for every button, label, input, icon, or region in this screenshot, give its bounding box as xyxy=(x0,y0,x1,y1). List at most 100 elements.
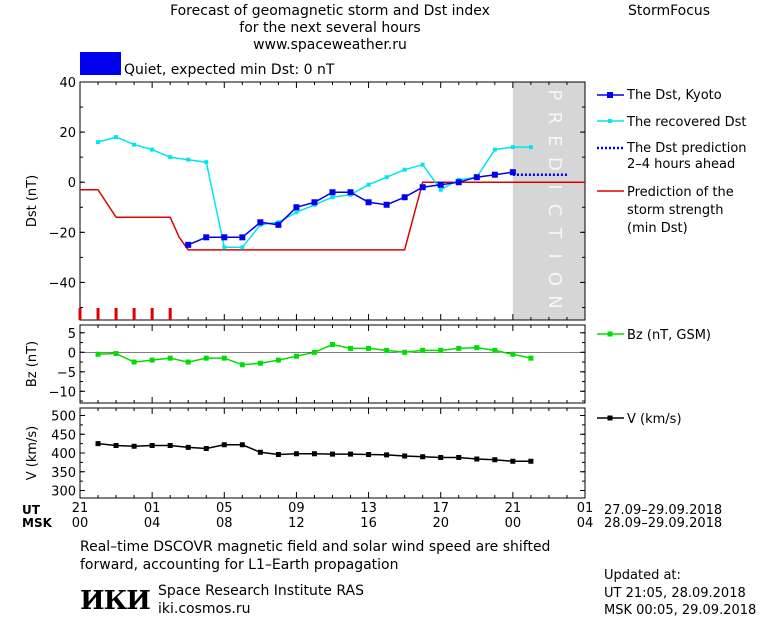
prediction-label-letter: C xyxy=(544,204,565,217)
y-tick-label: −40 xyxy=(49,276,76,291)
y-axis-title: V (km/s) xyxy=(25,426,40,481)
v-point xyxy=(492,457,498,463)
kyoto-dst-point xyxy=(491,171,498,178)
legend-dst-recovered: The recovered Dst xyxy=(627,115,747,130)
recovered-dst-point xyxy=(510,145,515,150)
recovered-dst-point xyxy=(366,182,371,187)
v-point xyxy=(167,443,173,448)
v-point xyxy=(203,446,209,451)
status-color-box xyxy=(80,52,121,75)
bz-point xyxy=(492,347,498,353)
msk-tick-label: 00 xyxy=(505,516,522,531)
v-point xyxy=(474,456,480,462)
storm-strength-line xyxy=(80,181,585,251)
legend-dst-kyoto: The Dst, Kyoto xyxy=(627,88,722,103)
recovered-dst-point xyxy=(402,167,407,172)
recovered-dst-line xyxy=(97,136,531,249)
msk-tick-label: 20 xyxy=(432,516,449,531)
kyoto-dst-point xyxy=(293,204,300,211)
kyoto-dst-point xyxy=(437,181,444,188)
legend-swatch-recovered-marker xyxy=(608,119,612,123)
legend-bz: Bz (nT, GSM) xyxy=(627,328,712,343)
updated-msk: MSK 00:05, 29.09.2018 xyxy=(604,603,757,618)
y-tick-label: 350 xyxy=(51,466,76,481)
legend-storm-line-2: storm strength xyxy=(627,203,724,218)
footer-note-line-1: Real–time DSCOVR magnetic field and sola… xyxy=(80,539,551,555)
kyoto-dst-point xyxy=(221,234,228,241)
footer-note-line-2: forward, accounting for L1–Earth propaga… xyxy=(80,557,399,573)
y-tick-label: −20 xyxy=(49,226,76,241)
v-point xyxy=(510,458,516,464)
bz-point xyxy=(420,347,426,353)
v-point xyxy=(239,442,245,448)
v-point xyxy=(293,451,299,457)
recovered-dst-point xyxy=(330,195,335,200)
recovered-dst-point xyxy=(528,145,533,150)
institute-name: Space Research Institute RAS xyxy=(158,583,364,599)
legend-storm-line-3: (min Dst) xyxy=(627,221,688,236)
recovered-dst-point xyxy=(384,175,389,180)
bz-point xyxy=(275,357,281,363)
bz-point xyxy=(239,362,245,368)
kyoto-dst-point xyxy=(455,179,462,186)
recovered-dst-point xyxy=(114,135,119,140)
y-tick-label: 450 xyxy=(51,428,76,443)
v-point xyxy=(456,455,462,460)
msk-tick-label: 16 xyxy=(360,516,377,531)
y-tick-label: 300 xyxy=(51,485,76,500)
msk-date-range: 28.09–29.09.2018 xyxy=(604,516,723,531)
recovered-dst-point xyxy=(168,155,173,160)
iki-logo: ИКИ xyxy=(80,586,151,616)
bz-point xyxy=(384,347,390,353)
bz-point xyxy=(474,345,480,351)
v-point xyxy=(185,444,191,450)
bz-point xyxy=(311,349,317,355)
bz-point xyxy=(257,360,263,366)
msk-tick-label: 08 xyxy=(216,516,233,531)
ut-tick-label: 09 xyxy=(288,501,305,516)
v-point xyxy=(438,455,444,460)
v-point xyxy=(131,443,137,449)
legend-dst-prediction-line-2: 2–4 hours ahead xyxy=(627,157,736,172)
msk-tick-label: 04 xyxy=(577,516,594,531)
prediction-band xyxy=(512,82,585,320)
recovered-dst-point xyxy=(150,147,155,152)
institute-site-link[interactable]: iki.cosmos.ru xyxy=(158,601,251,617)
kyoto-dst-point xyxy=(365,199,372,206)
kyoto-dst-point xyxy=(473,174,480,181)
kyoto-dst-point xyxy=(509,169,516,176)
bz-point xyxy=(167,355,173,361)
ut-tick-label: 01 xyxy=(144,501,161,516)
status-text: Quiet, expected min Dst: 0 nT xyxy=(124,62,335,78)
ut-tick-label: 21 xyxy=(72,501,89,516)
ut-axis-label: UT xyxy=(22,503,40,517)
legend-storm-line-1: Prediction of the xyxy=(627,185,734,200)
v-point xyxy=(330,451,335,457)
kyoto-dst-point xyxy=(419,184,426,191)
v-point xyxy=(528,458,534,464)
bz-point xyxy=(131,359,137,365)
ut-date-range: 27.09–29.09.2018 xyxy=(604,503,723,518)
kyoto-dst-point xyxy=(329,189,336,196)
kyoto-dst-point xyxy=(383,201,390,208)
prediction-label-letter: D xyxy=(544,157,565,171)
kyoto-dst-point xyxy=(275,221,282,228)
v-point xyxy=(420,454,426,460)
ut-tick-label: 17 xyxy=(432,501,449,516)
v-point xyxy=(275,452,281,457)
y-tick-label: 20 xyxy=(59,126,76,141)
prediction-label-letter: I xyxy=(544,184,565,189)
prediction-label-letter: O xyxy=(544,272,565,286)
legend-swatch-kyoto-marker xyxy=(607,92,613,98)
y-axis-title: Bz (nT) xyxy=(25,341,40,387)
bz-point xyxy=(438,347,444,353)
msk-axis-label: MSK xyxy=(22,516,52,530)
recovered-dst-point xyxy=(96,140,101,145)
bz-point xyxy=(113,350,119,356)
kyoto-dst-point xyxy=(347,189,354,196)
kyoto-dst-point xyxy=(401,194,408,201)
msk-tick-label: 04 xyxy=(144,516,161,531)
bz-point xyxy=(528,355,534,361)
kyoto-dst-line xyxy=(187,171,514,246)
